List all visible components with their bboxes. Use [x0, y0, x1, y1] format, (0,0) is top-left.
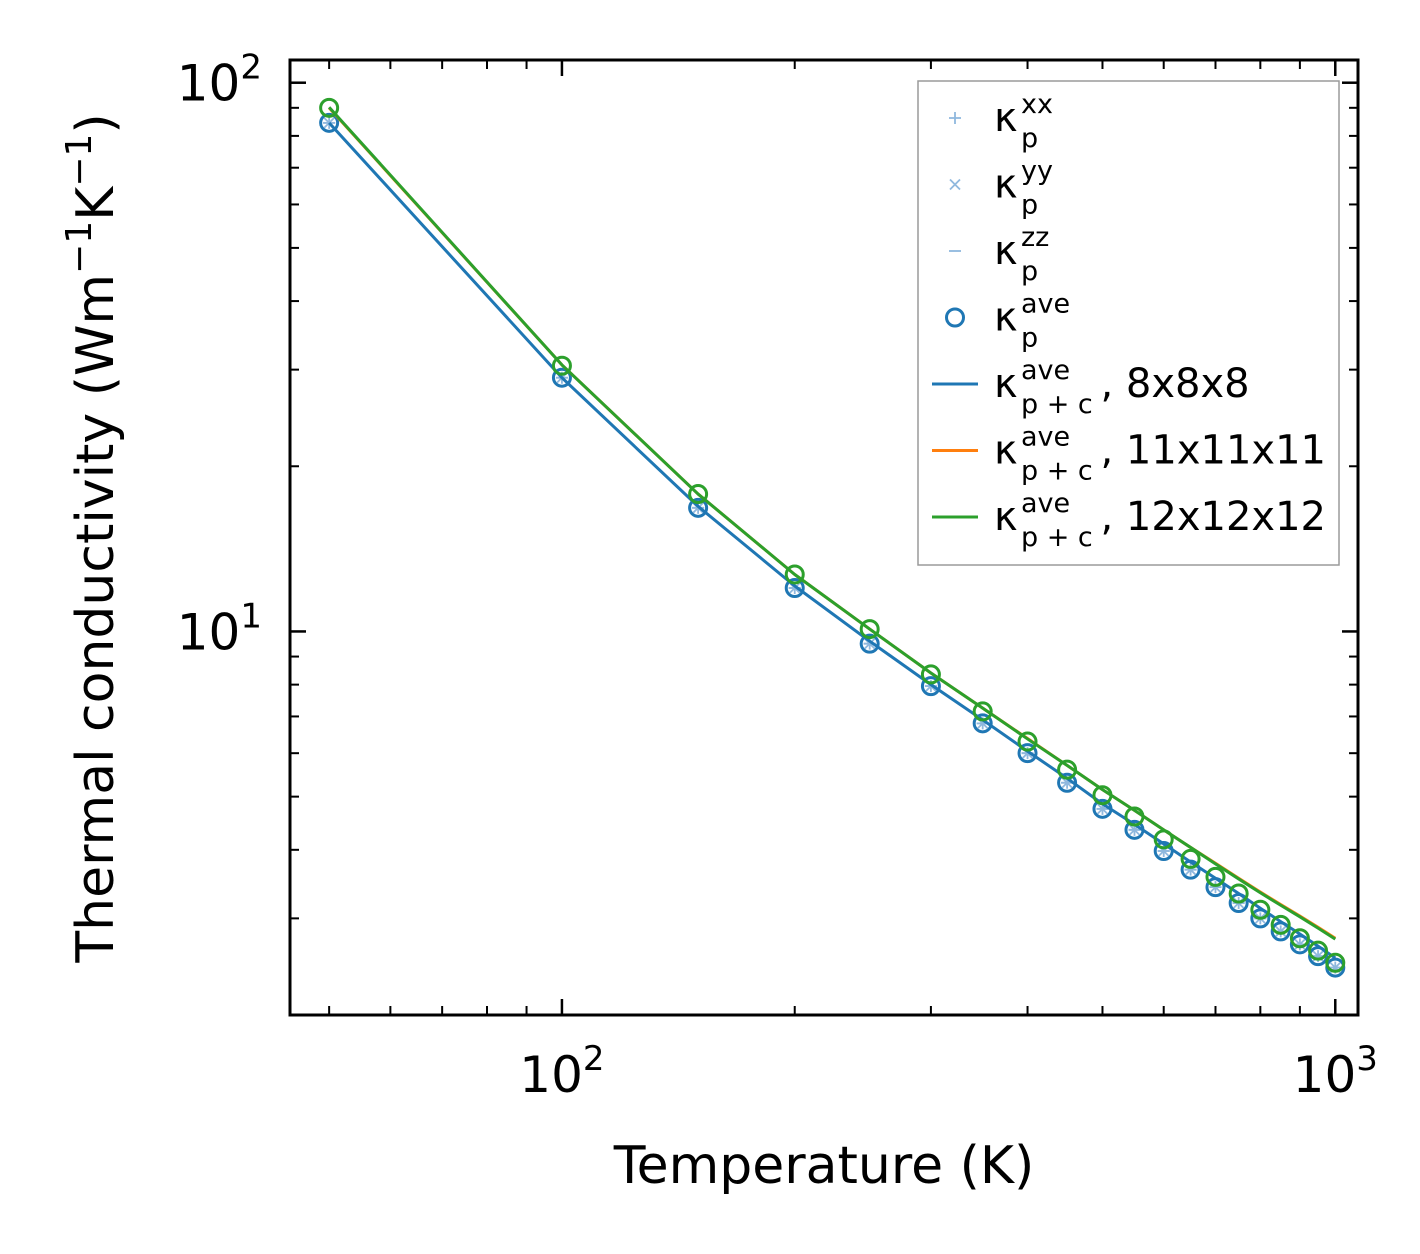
- legend-label: κ ave p + c, 11x11x11: [994, 422, 1326, 487]
- x-axis-label: Temperature (K): [613, 1136, 1035, 1196]
- data-point: [920, 664, 941, 685]
- data-point: [1289, 934, 1310, 955]
- legend-entry: κ xx p: [949, 89, 1053, 154]
- legend-label: κ ave p: [994, 289, 1070, 354]
- data-point: [1017, 731, 1038, 752]
- series-line: [328, 121, 1337, 960]
- legend-marker-swatch: [945, 307, 965, 328]
- y-label-sup2: −1: [59, 134, 100, 187]
- data-point: [1228, 883, 1249, 904]
- data-point: [319, 97, 340, 118]
- data-point: [1250, 899, 1271, 920]
- legend-label: κ yy p: [994, 156, 1053, 221]
- data-point: [784, 578, 805, 599]
- legend-entry: κ ave p: [945, 289, 1070, 354]
- series-kappa-pc-ave-12x12x12: [328, 106, 1337, 941]
- data-point: [551, 367, 572, 388]
- y-tick-label: 102: [177, 48, 262, 113]
- legend-label: κ ave p + c, 12x12x12: [994, 488, 1326, 553]
- data-point: [1153, 829, 1174, 850]
- plot-series: [319, 97, 1346, 978]
- data-point: [859, 619, 880, 640]
- y-label-mid: K: [66, 185, 126, 221]
- legend-entry: κ yy p: [949, 156, 1053, 221]
- series-kappa-p-ave-12x12x12-points: [319, 97, 1346, 973]
- legend-marker-swatch: [949, 112, 961, 124]
- legend-label: κ zz p: [994, 222, 1049, 287]
- y-axis-label: Thermal conductivity (Wm−1K−1): [59, 113, 126, 963]
- y-label-main: Thermal conductivity (Wm: [66, 274, 126, 964]
- data-point: [784, 564, 805, 585]
- data-point: [972, 713, 993, 734]
- data-point: [551, 355, 572, 376]
- data-point: [1270, 914, 1291, 935]
- legend-entry: κ ave p + c, 12x12x12: [932, 488, 1326, 553]
- legend-marker-swatch: [949, 178, 961, 191]
- legend-label: κ ave p + c, 8x8x8: [994, 355, 1250, 420]
- data-point: [1205, 866, 1226, 887]
- data-point: [972, 701, 993, 722]
- data-point: [920, 676, 941, 697]
- data-point: [1180, 848, 1201, 869]
- legend-label: κ xx p: [994, 89, 1053, 154]
- data-point: [1057, 759, 1078, 780]
- legend-entry: κ ave p + c, 11x11x11: [932, 422, 1326, 487]
- legend-entry: κ ave p + c, 8x8x8: [932, 355, 1250, 420]
- plot-frame: [288, 58, 1360, 1017]
- data-point: [1124, 806, 1145, 827]
- data-point: [688, 484, 709, 505]
- y-label-sup1: −1: [59, 221, 100, 274]
- x-tick-label: 103: [1293, 1039, 1378, 1104]
- series-line: [328, 106, 1337, 941]
- data-point: [1308, 940, 1329, 961]
- y-tick-label: 101: [177, 596, 262, 661]
- legend-box: [917, 80, 1340, 566]
- legend-entry: κ zz p: [949, 222, 1049, 287]
- data-point: [859, 633, 880, 654]
- tick-labels: 102 103 101 102: [177, 48, 1378, 1104]
- data-point: [1289, 928, 1310, 949]
- data-point: [688, 497, 709, 518]
- data-point: [1017, 743, 1038, 764]
- series-kappa-pc-ave-8x8x8: [328, 121, 1337, 960]
- data-point: [319, 112, 340, 133]
- y-label-end: ): [66, 113, 126, 133]
- x-tick-label: 102: [519, 1039, 604, 1104]
- data-point: [1325, 952, 1346, 973]
- data-point: [1092, 785, 1113, 806]
